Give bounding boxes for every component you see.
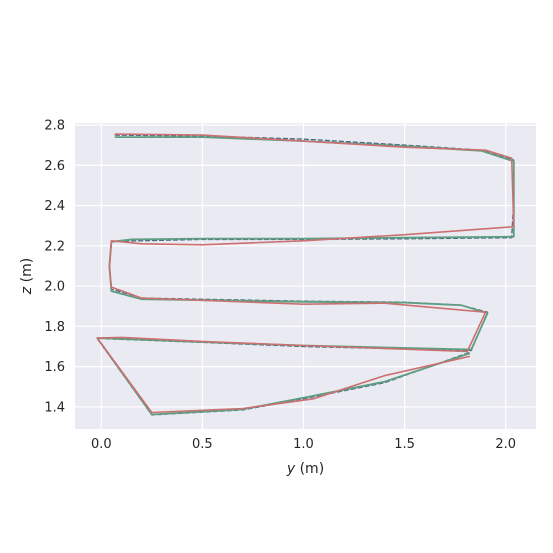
y-tick-label: 1.4 — [44, 400, 65, 415]
grid-lines — [75, 123, 536, 429]
y-tick-label: 1.6 — [44, 360, 65, 375]
y-tick-label: 2.6 — [44, 159, 65, 174]
x-tick-label: 0.5 — [192, 437, 213, 452]
x-axis-label: y (m) — [286, 461, 324, 477]
x-tick-label: 1.5 — [394, 437, 415, 452]
y-tick-label: 2.0 — [44, 280, 65, 295]
y-tick-label: 2.2 — [44, 239, 65, 254]
y-axis-label: z (m) — [19, 258, 35, 295]
x-tick-label: 1.0 — [293, 437, 314, 452]
plot-area — [75, 123, 536, 429]
y-tick-label: 1.8 — [44, 320, 65, 335]
y-tick-label: 2.4 — [44, 199, 65, 214]
x-tick-label: 2.0 — [495, 437, 516, 452]
y-tick-label: 2.8 — [44, 119, 65, 134]
series-line-3 — [96, 133, 515, 414]
x-tick-label: 0.0 — [91, 437, 112, 452]
x-tick-labels: 0.0 0.5 1.0 1.5 2.0 — [91, 437, 516, 452]
y-tick-labels: 1.4 1.6 1.8 2.0 2.2 2.4 2.6 2.8 — [44, 119, 65, 416]
series-layer — [96, 133, 515, 416]
